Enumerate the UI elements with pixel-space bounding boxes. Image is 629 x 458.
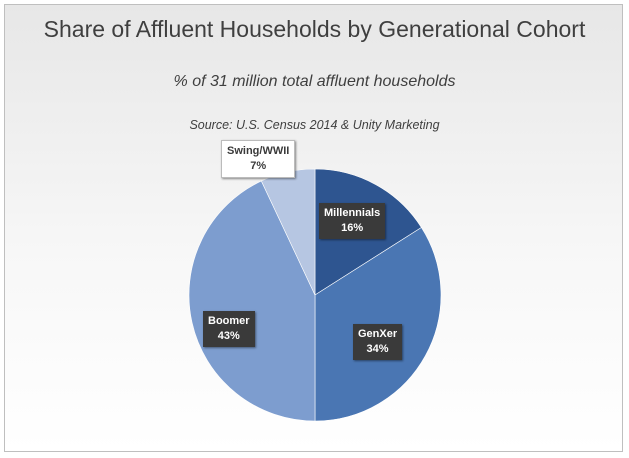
data-label-name: Millennials xyxy=(324,207,381,219)
data-label-name: Swing/WWII xyxy=(227,145,290,157)
data-label-swing-wwii: Swing/WWII 7% xyxy=(221,140,296,178)
data-label-boomer: Boomer 43% xyxy=(203,311,255,347)
data-label-millennials: Millennials 16% xyxy=(319,203,386,239)
data-label-value: 34% xyxy=(366,343,389,355)
data-label-name: GenXer xyxy=(358,328,398,340)
data-label-name: Boomer xyxy=(208,315,250,327)
data-label-value: 7% xyxy=(250,160,267,172)
pie-slice-boomer xyxy=(188,180,316,422)
chart-title: Share of Affluent Households by Generati… xyxy=(43,16,586,42)
data-label-genxer: GenXer 34% xyxy=(353,324,403,360)
chart-area: Share of Affluent Households by Generati… xyxy=(4,4,623,452)
pie-chart xyxy=(188,168,442,422)
data-label-value: 43% xyxy=(217,330,240,342)
data-label-value: 16% xyxy=(341,222,364,234)
chart-source: Source: U.S. Census 2014 & Unity Marketi… xyxy=(189,118,440,132)
chart-subtitle: % of 31 million total affluent household… xyxy=(173,73,456,90)
